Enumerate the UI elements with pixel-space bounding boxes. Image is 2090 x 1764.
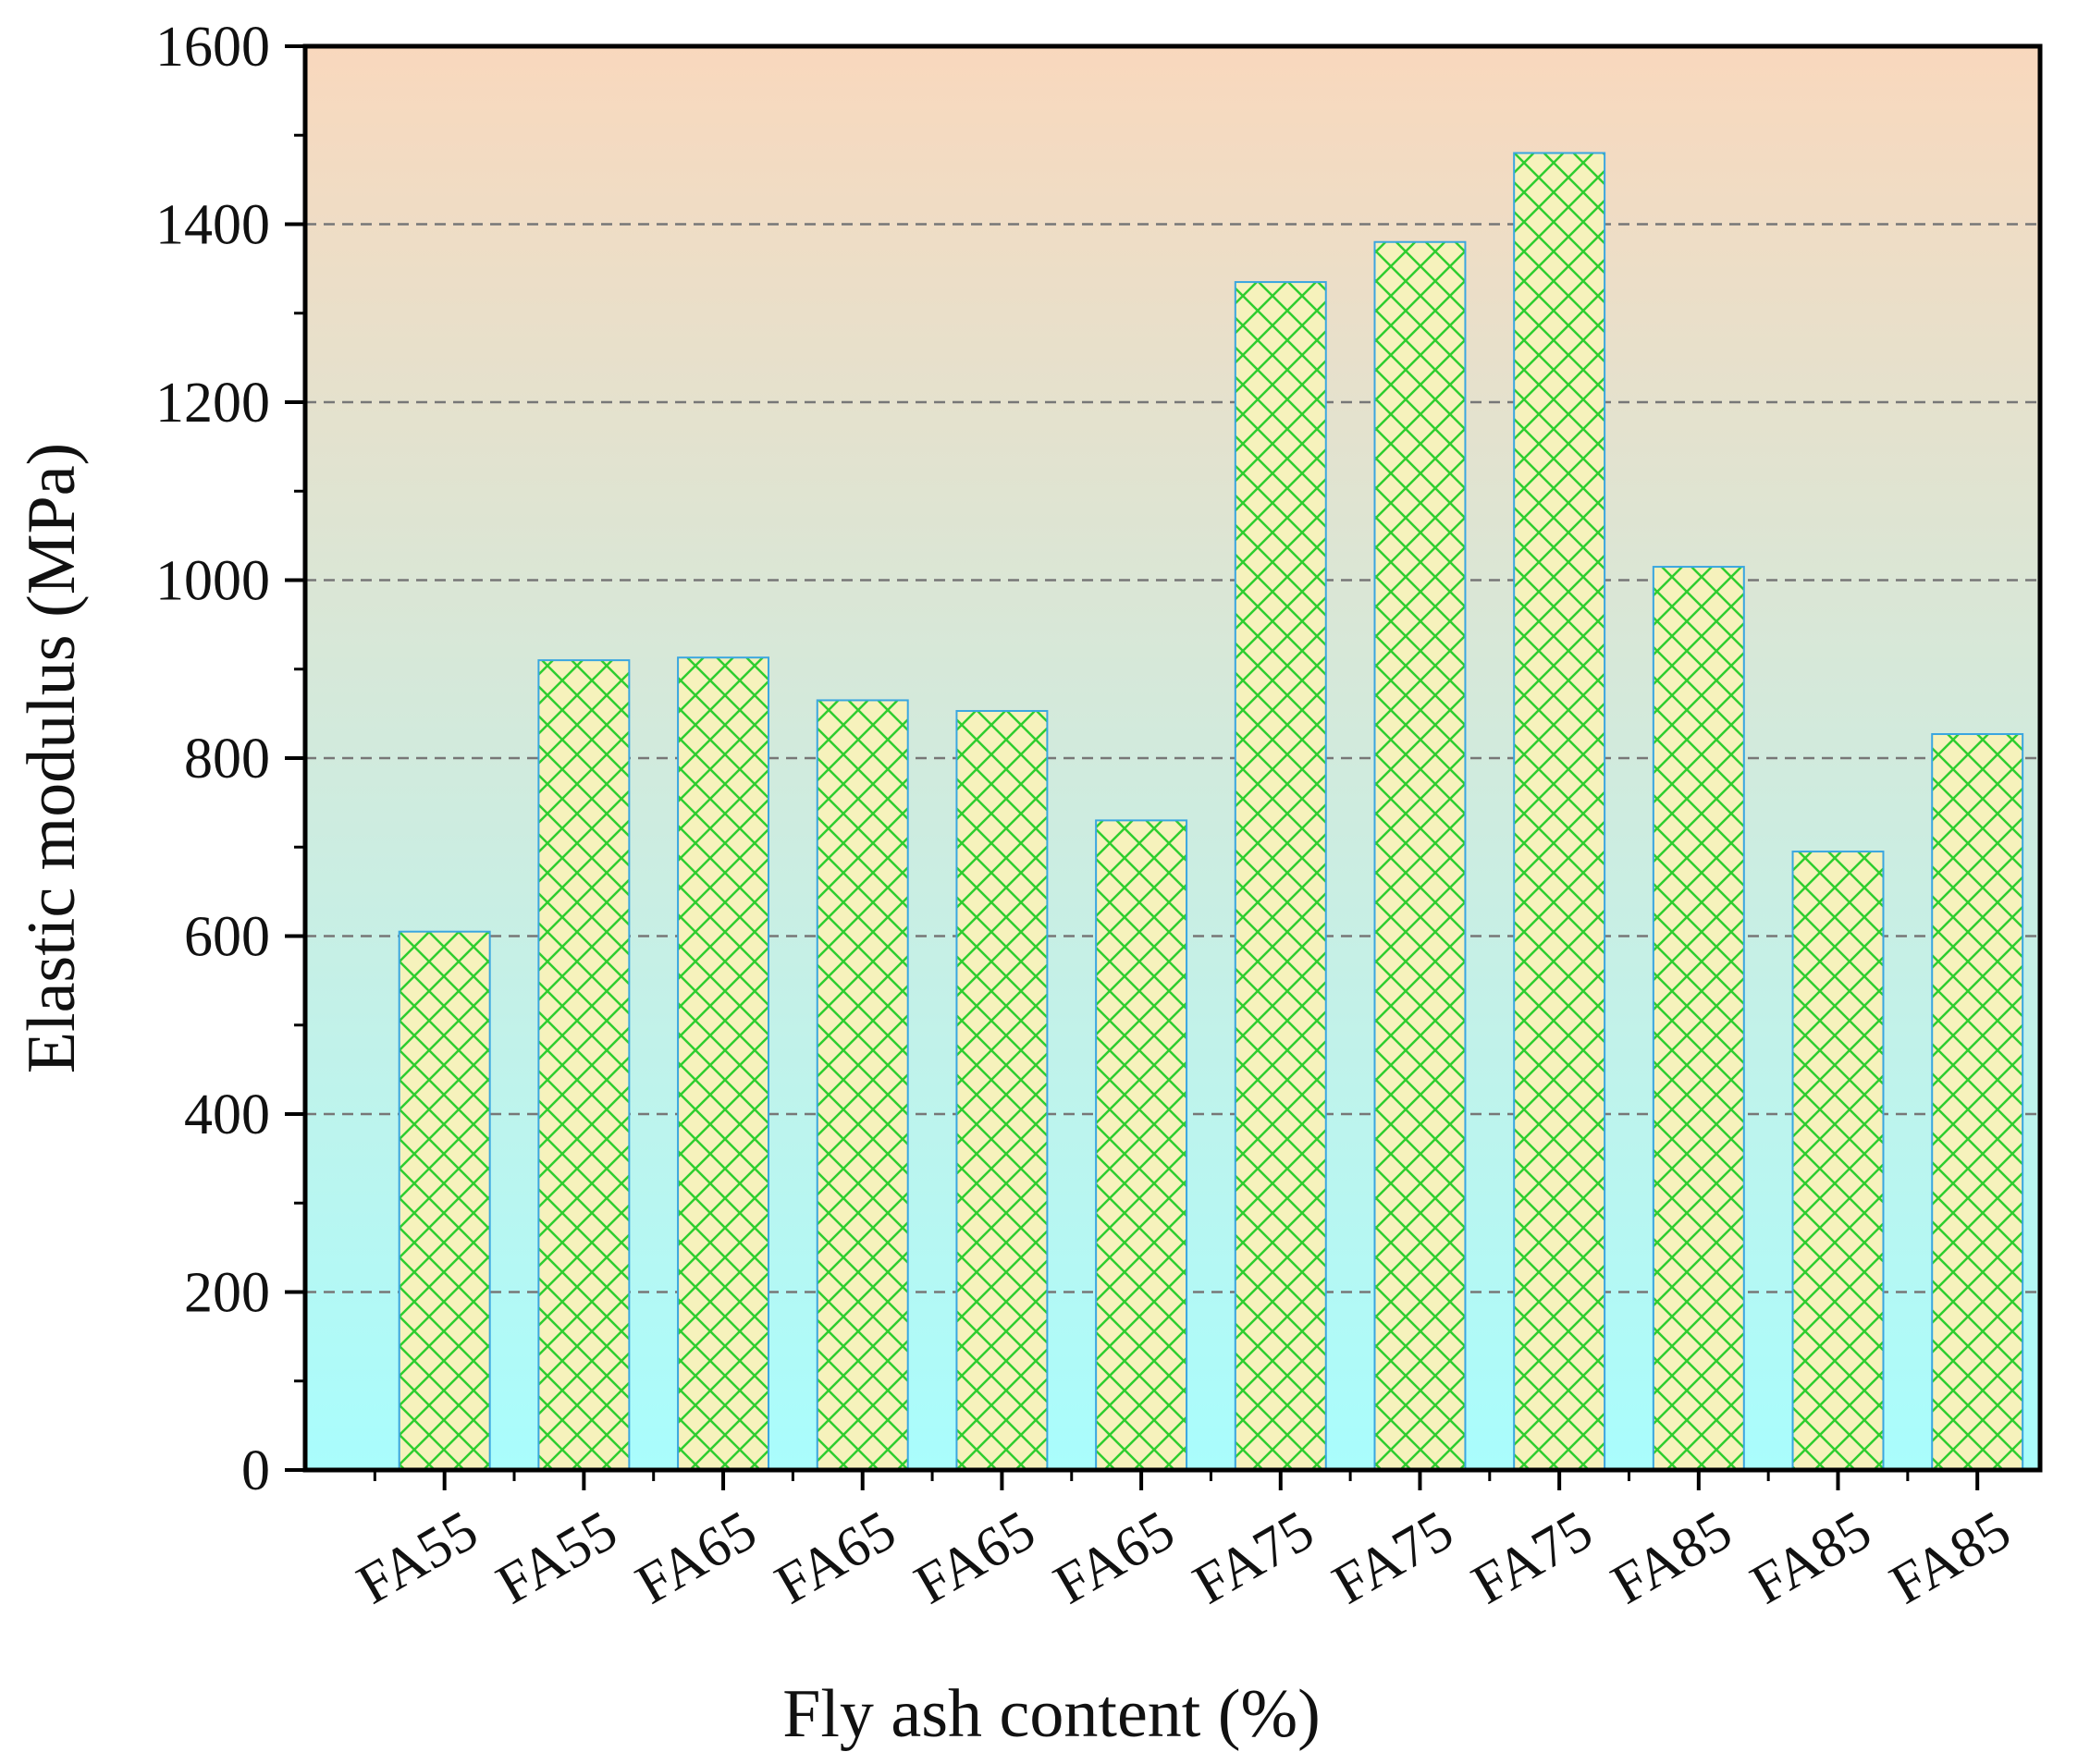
x-tick-label-9: FA75 xyxy=(1462,1499,1603,1616)
bar-fa75-9 xyxy=(1513,152,1606,1471)
y-tick-label-0: 0 xyxy=(241,1439,270,1502)
bar-fa75-7 xyxy=(1234,281,1327,1471)
y-axis-title: Elastic modulus (MPa) xyxy=(14,443,90,1073)
x-tick-label-6: FA65 xyxy=(1044,1499,1185,1616)
x-tick-label-2: FA55 xyxy=(486,1499,627,1616)
x-tick-labels: FA55FA55FA65FA65FA65FA65FA75FA75FA75FA85… xyxy=(347,1499,2021,1616)
bar-fa75-8 xyxy=(1373,240,1467,1471)
axis-ticks xyxy=(285,44,1980,1490)
x-axis-title: Fly ash content (%) xyxy=(782,1676,1321,1752)
y-tick-label-6: 1200 xyxy=(155,372,270,435)
x-tick-label-12: FA85 xyxy=(1880,1499,2021,1616)
x-tick-label-4: FA65 xyxy=(765,1499,905,1616)
bar-fa65-6 xyxy=(1095,819,1188,1471)
bars xyxy=(398,152,2024,1471)
y-tick-labels: 0 200 400 600 800 1000 1200 1400 1600 xyxy=(155,16,270,1502)
bar-fa55-1 xyxy=(398,930,491,1471)
bar-fa65-3 xyxy=(677,656,770,1471)
y-tick-label-5: 1000 xyxy=(155,550,270,613)
y-tick-label-7: 1400 xyxy=(155,194,270,257)
bar-fa65-4 xyxy=(816,699,909,1471)
y-tick-label-2: 400 xyxy=(184,1084,270,1146)
bar-fa65-5 xyxy=(955,709,1049,1471)
x-tick-label-3: FA65 xyxy=(626,1499,767,1616)
bar-fa85-10 xyxy=(1652,566,1745,1471)
x-tick-label-7: FA75 xyxy=(1183,1499,1323,1616)
gridlines xyxy=(305,223,2040,1293)
x-tick-label-8: FA75 xyxy=(1322,1499,1463,1616)
y-tick-label-8: 1600 xyxy=(155,16,270,79)
x-tick-label-11: FA85 xyxy=(1740,1499,1881,1616)
bar-fa85-12 xyxy=(1931,733,2024,1471)
y-tick-label-4: 800 xyxy=(184,728,270,790)
y-tick-label-1: 200 xyxy=(184,1262,270,1325)
bar-fa85-11 xyxy=(1791,851,1885,1471)
x-tick-label-10: FA85 xyxy=(1601,1499,1741,1616)
x-tick-label-5: FA65 xyxy=(904,1499,1045,1616)
x-tick-label-1: FA55 xyxy=(347,1499,487,1616)
y-tick-label-3: 600 xyxy=(184,906,270,969)
bar-fa55-2 xyxy=(537,659,631,1471)
